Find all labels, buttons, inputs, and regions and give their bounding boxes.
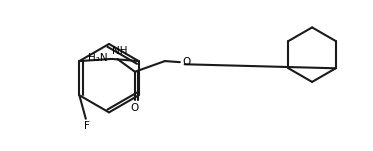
- Text: H₂N: H₂N: [88, 53, 108, 63]
- Text: F: F: [84, 121, 90, 132]
- Text: NH: NH: [112, 46, 128, 56]
- Text: O: O: [182, 57, 191, 67]
- Text: O: O: [130, 103, 138, 113]
